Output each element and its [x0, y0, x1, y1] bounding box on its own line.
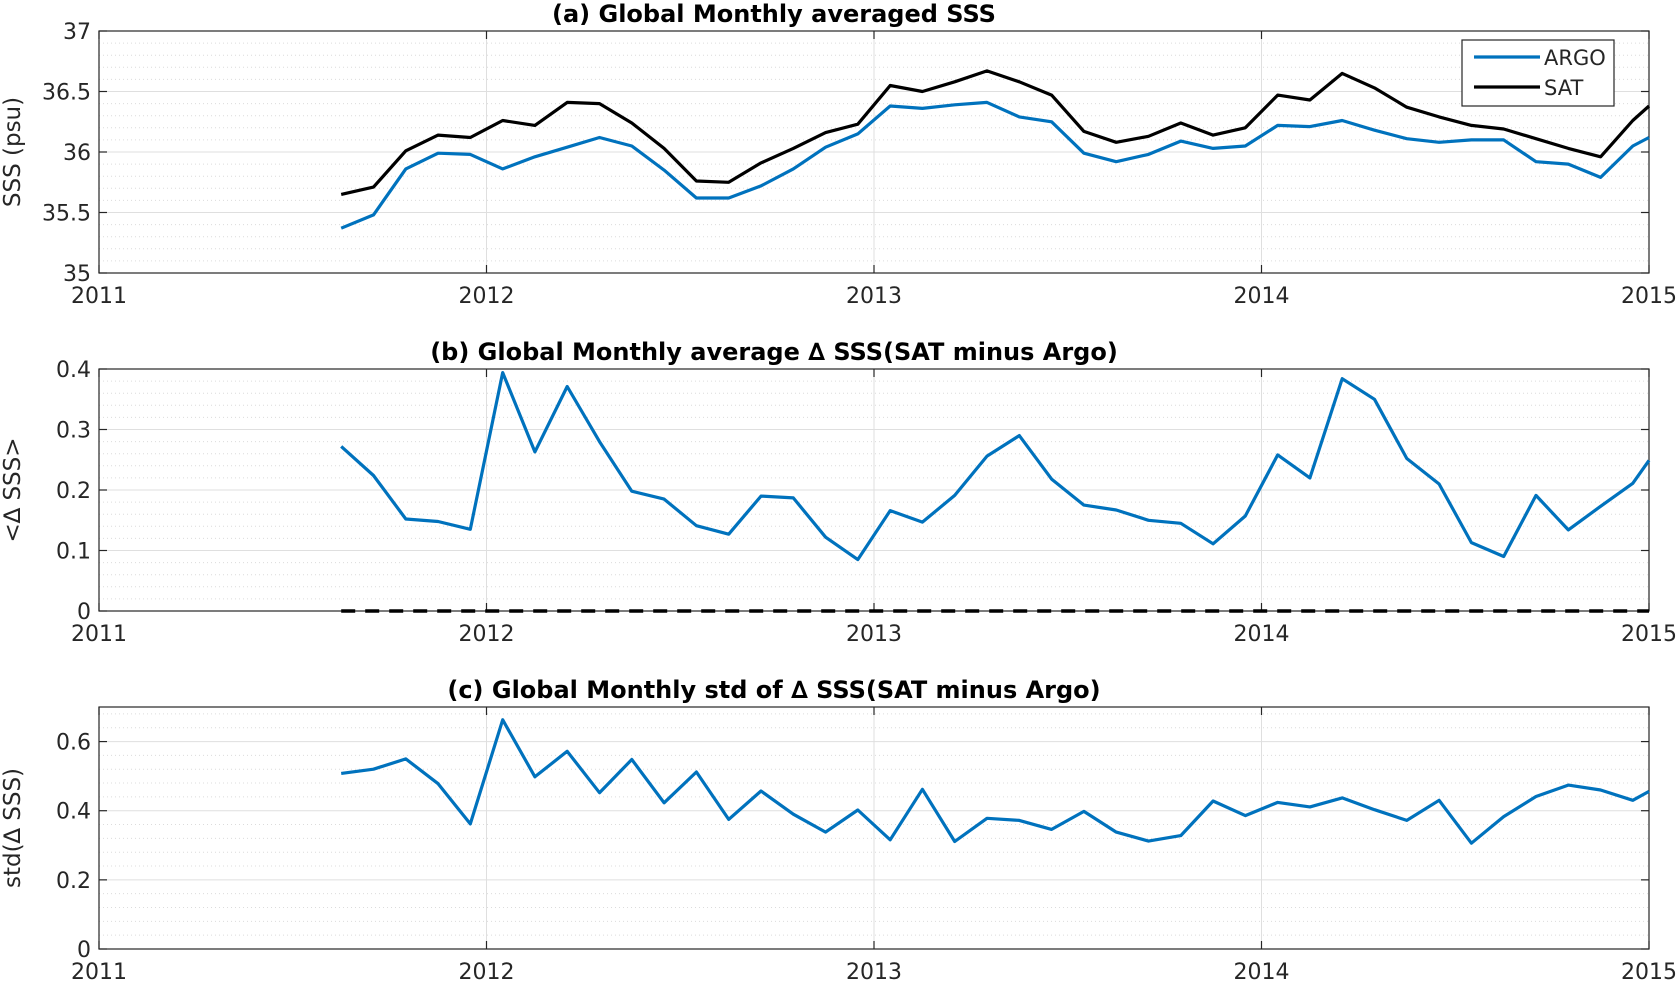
y-axis-label: SSS (psu)	[0, 97, 26, 207]
x-tick-label: 2013	[846, 622, 902, 647]
y-tick-label: 0	[77, 938, 91, 963]
chart-title: (b) Global Monthly average ∆ SSS(SAT min…	[430, 338, 1118, 366]
series-line	[340, 718, 1650, 845]
x-tick-label: 2012	[459, 622, 515, 647]
y-tick-label: 0.3	[56, 419, 91, 444]
y-tick-label: 35.5	[42, 202, 91, 227]
y-tick-label: 36.5	[42, 81, 91, 106]
x-tick-label: 2014	[1234, 960, 1290, 982]
x-tick-label: 2012	[459, 960, 515, 982]
series-line-argo	[340, 100, 1650, 230]
y-tick-label: 0.4	[56, 358, 91, 383]
x-tick-label: 2013	[846, 284, 902, 309]
y-tick-label: 36	[63, 141, 91, 166]
chart-panel-3: 2011 2012 2013 2014 2015 0 0.2 0.4 0.6 (c) Global…	[0, 676, 1677, 982]
x-tick-label: 2015	[1621, 622, 1677, 647]
x-tick-label: 2014	[1234, 284, 1290, 309]
legend-box	[1461, 39, 1615, 107]
y-tick-label: 0.6	[56, 731, 91, 756]
legend-label-argo: ARGO	[1544, 46, 1606, 70]
y-tick-label: 0.4	[56, 800, 91, 825]
y-axis-label: <∆ SSS>	[0, 437, 26, 542]
legend-label-sat: SAT	[1544, 76, 1583, 100]
y-tick-label: 0.1	[56, 540, 91, 565]
x-tick-label: 2011	[71, 622, 127, 647]
chart-panel-2: 2011 2012 2013 2014 2015 0 0.1 0.2 0.3 0.4 (b) Glo…	[0, 338, 1677, 647]
x-tick-label: 2011	[71, 284, 127, 309]
chart-title: (a) Global Monthly averaged SSS	[552, 0, 996, 28]
y-tick-label: 0.2	[56, 479, 91, 504]
x-tick-label: 2012	[459, 284, 515, 309]
y-tick-label: 0	[77, 600, 91, 625]
series-line	[340, 371, 1651, 562]
chart-panel-1: 2011 2012 2013 2014 2015 35 35.5 36 36.5 37 (a) Gl…	[0, 0, 1677, 309]
x-tick-label: 2013	[846, 960, 902, 982]
x-tick-label: 2014	[1234, 622, 1290, 647]
series-line-sat	[340, 69, 1651, 196]
chart-title: (c) Global Monthly std of ∆ SSS(SAT minu…	[447, 676, 1100, 704]
y-tick-label: 37	[63, 20, 91, 45]
y-axis-label: std(∆ SSS)	[0, 768, 26, 888]
y-tick-label: 0.2	[56, 869, 91, 894]
y-tick-label: 35	[63, 262, 91, 287]
x-tick-label: 2015	[1621, 284, 1677, 309]
legend: ARGO SAT	[1461, 39, 1615, 107]
x-tick-label: 2015	[1621, 960, 1677, 982]
x-tick-label: 2011	[71, 960, 127, 982]
